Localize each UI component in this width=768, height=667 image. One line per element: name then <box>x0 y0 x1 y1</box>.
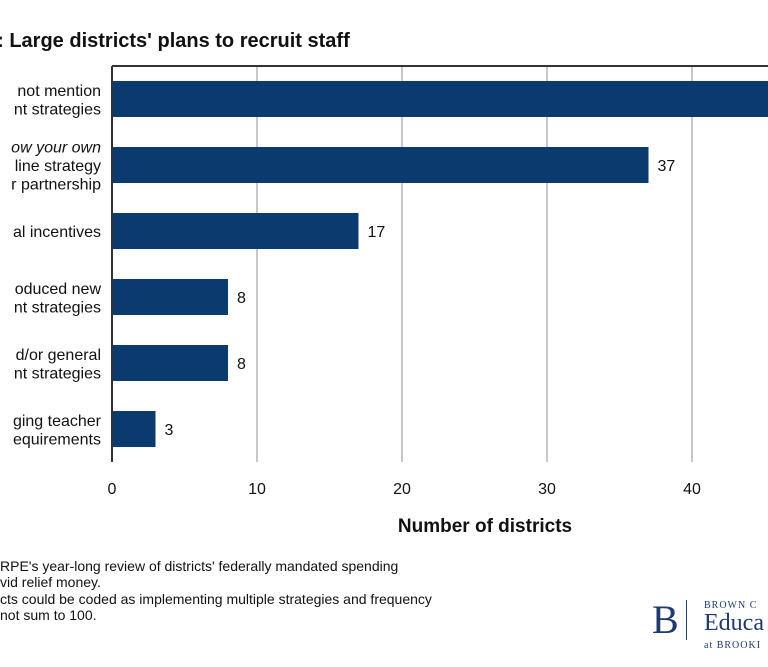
logo-line-3: at BROOKI <box>704 640 762 651</box>
bar-value-label-3: 8 <box>237 290 246 307</box>
brookings-logo: B BROWN C Educa at BROOKI <box>652 597 768 658</box>
category-label-1-line-2: r partnership <box>11 177 101 194</box>
bars <box>112 81 768 447</box>
category-label-0-line-1: nt strategies <box>14 101 101 118</box>
footnote-line-1: cts could be coded as implementing multi… <box>0 591 432 607</box>
bar-0 <box>112 81 768 117</box>
category-label-3-line-1: nt strategies <box>14 299 101 316</box>
bar-5 <box>112 411 156 447</box>
bar-value-label-1: 37 <box>658 158 676 175</box>
logo-letter: B <box>652 597 679 642</box>
category-label-1-line-0: ow your own <box>11 140 101 157</box>
bar-value-label-5: 3 <box>165 422 174 439</box>
bar-3 <box>112 279 228 315</box>
gridlines <box>256 66 693 462</box>
bar-value-label-4: 8 <box>237 356 246 373</box>
category-label-1-line-1: line strategy <box>15 158 101 175</box>
bar-2 <box>112 213 359 249</box>
bar-4 <box>112 345 228 381</box>
x-tick-label-30: 30 <box>538 481 556 498</box>
category-label-2-line-0: al incentives <box>13 224 101 241</box>
x-axis-label: Number of districts <box>398 516 572 537</box>
category-label-0-line-0: not mention <box>17 83 101 100</box>
category-label-5-line-0: ging teacher <box>13 413 102 430</box>
x-tick-label-20: 20 <box>393 481 411 498</box>
bar-1 <box>112 147 649 183</box>
x-tick-label-10: 10 <box>248 481 266 498</box>
category-label-5-line-1: equirements <box>13 431 101 448</box>
category-label-3-line-0: oduced new <box>15 281 102 298</box>
category-label-4-line-0: d/or general <box>16 347 101 364</box>
footnote-line-2: not sum to 100. <box>0 607 97 623</box>
x-tick-label-0: 0 <box>108 481 117 498</box>
category-label-4-line-1: nt strategies <box>14 365 101 382</box>
axes <box>111 65 768 462</box>
logo-line-2: Educa <box>704 610 764 636</box>
source-note-line-1: RPE's year-long review of districts' fed… <box>0 558 399 574</box>
logo-divider <box>686 600 687 640</box>
source-note-line-2: vid relief money. <box>0 574 101 590</box>
x-tick-label-40: 40 <box>683 481 701 498</box>
bar-value-label-2: 17 <box>368 224 386 241</box>
chart-title: 3: Large districts' plans to recruit sta… <box>0 30 350 52</box>
logo-line-1: BROWN C <box>704 600 758 611</box>
